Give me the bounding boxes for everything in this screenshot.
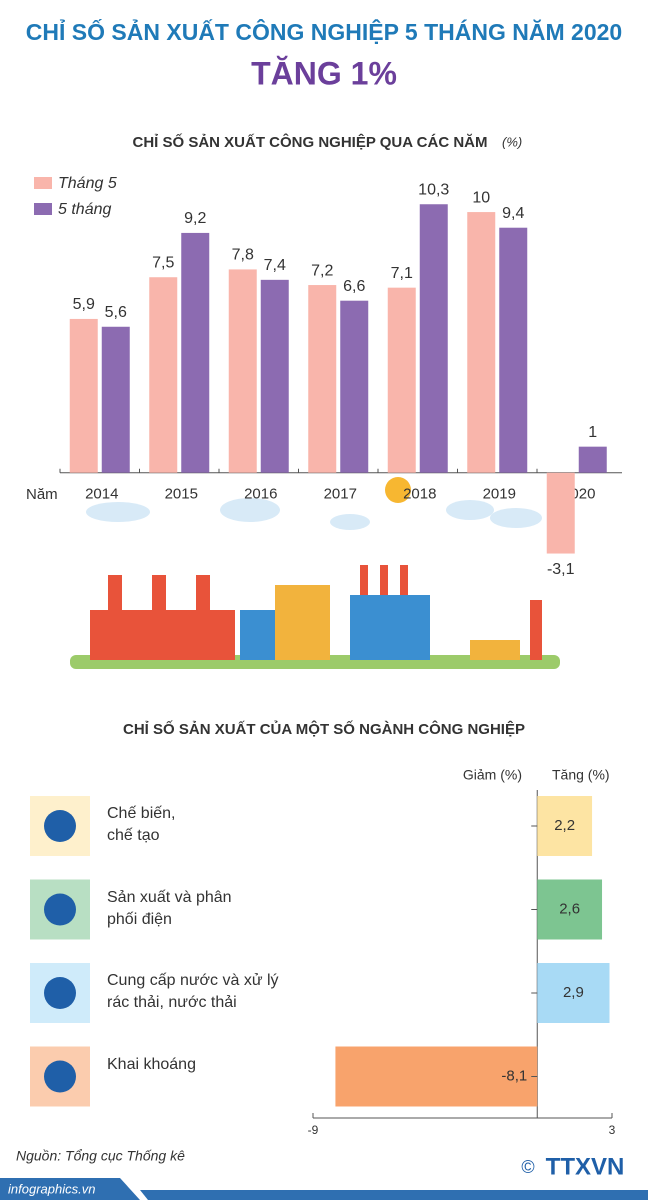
value-label: -8,1	[501, 1067, 527, 1084]
value-label: 7,1	[391, 265, 413, 282]
bar	[260, 279, 289, 473]
value-label: 10,3	[418, 181, 449, 198]
bar	[101, 326, 130, 473]
factory-illustration	[70, 565, 560, 669]
x-tick-label: 2019	[483, 486, 516, 503]
copyright-icon: ©	[521, 1157, 534, 1177]
value-label: 10	[472, 189, 490, 206]
x-tick-label: 2018	[403, 486, 436, 503]
value-label: 9,2	[184, 210, 206, 227]
value-label: -3,1	[547, 561, 575, 578]
source: Nguồn: Tổng cục Thống kê	[16, 1148, 185, 1164]
value-label: 5,9	[73, 296, 95, 313]
value-label: 7,4	[264, 257, 286, 274]
category-label: Khai khoáng	[107, 1055, 196, 1073]
bar	[467, 212, 496, 473]
value-label: 7,8	[232, 247, 254, 264]
icon-symbol	[44, 810, 76, 842]
footer-band	[0, 1178, 140, 1200]
x-tick-label: 3	[609, 1123, 616, 1137]
icon-symbol	[44, 1060, 76, 1093]
value-label: 7,2	[311, 262, 333, 279]
value-label: 2,2	[554, 817, 575, 834]
legend-swatch	[34, 203, 52, 215]
bar	[69, 318, 98, 473]
bar	[578, 446, 607, 473]
icon-symbol	[44, 977, 76, 1009]
bar	[181, 232, 210, 473]
icon-symbol	[44, 893, 76, 926]
value-label: 2,6	[559, 900, 580, 917]
bar	[419, 204, 448, 473]
sun	[385, 477, 411, 503]
subtitle: TĂNG 1%	[251, 55, 397, 91]
chart-title: CHỈ SỐ SẢN XUẤT CÔNG NGHIỆP QUA CÁC NĂM	[132, 133, 487, 151]
decoration	[86, 498, 542, 530]
legend-label: Tháng 5	[58, 175, 117, 192]
bar	[546, 472, 575, 554]
x-tick-label: 2017	[324, 486, 357, 503]
x-tick-label: 2014	[85, 486, 118, 503]
bar	[387, 287, 416, 473]
value-label: 1	[588, 424, 597, 441]
main-title: CHỈ SỐ SẢN XUẤT CÔNG NGHIỆP 5 THÁNG NĂM …	[26, 17, 622, 45]
negative-label: Giảm (%)	[463, 767, 522, 783]
bar	[537, 796, 593, 856]
x-tick-label: 2015	[165, 486, 198, 503]
unit: (%)	[502, 134, 522, 149]
bar	[228, 269, 257, 473]
category-label: Sản xuất và phân phối điện	[107, 888, 232, 928]
legend-swatch	[34, 177, 52, 189]
value-label: 6,6	[343, 278, 365, 295]
category-label: Chế biến, chế tạo	[107, 805, 176, 844]
bar	[335, 1046, 538, 1107]
bar	[149, 277, 178, 473]
x-axis-label: Năm	[26, 486, 58, 503]
x-tick-label: 2016	[244, 486, 277, 503]
value-label: 7,5	[152, 254, 174, 271]
value-label: 5,6	[105, 304, 127, 321]
bar	[499, 227, 528, 473]
footer: infographics.vn	[8, 1181, 95, 1196]
bar	[537, 879, 603, 940]
category-label: Cung cấp nước và xử lý rác thải, nước th…	[107, 972, 279, 1011]
positive-label: Tăng (%)	[552, 767, 610, 783]
bar	[308, 285, 337, 473]
x-tick-label: -9	[308, 1123, 319, 1137]
value-label: 2,9	[563, 984, 584, 1001]
bar	[340, 300, 369, 473]
logo: TTXVN	[546, 1153, 625, 1180]
value-label: 9,4	[502, 205, 524, 222]
bar	[537, 963, 610, 1023]
chart-title: CHỈ SỐ SẢN XUẤT CỦA MỘT SỐ NGÀNH CÔNG NG…	[123, 720, 525, 738]
legend-label: 5 tháng	[58, 201, 111, 218]
footer-band	[140, 1190, 648, 1200]
